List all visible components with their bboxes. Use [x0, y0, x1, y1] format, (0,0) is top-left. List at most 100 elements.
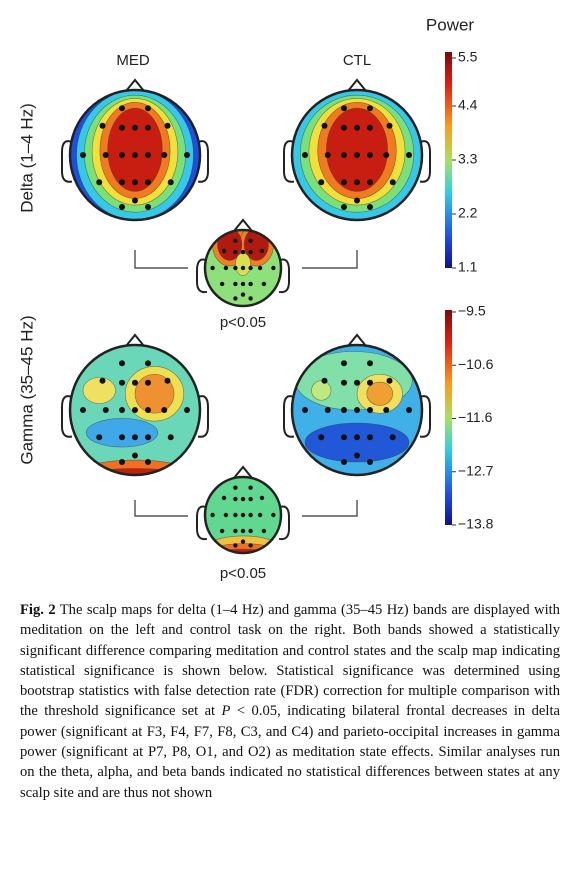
electrode: [240, 249, 246, 255]
electrode: [259, 495, 265, 501]
electrode: [132, 124, 138, 131]
colorbar-tick-label: 2.2: [458, 205, 478, 221]
electrode: [389, 179, 396, 186]
scalp-map: [205, 477, 281, 553]
electrode: [184, 407, 190, 413]
electrode: [132, 179, 138, 186]
electrode: [119, 459, 125, 465]
electrode: [367, 204, 373, 210]
electrode: [221, 495, 227, 501]
electrode: [367, 379, 373, 386]
head-outline: [68, 343, 202, 477]
electrode: [321, 377, 328, 384]
electrode: [321, 122, 328, 129]
electrode: [367, 105, 373, 112]
electrode: [341, 204, 347, 210]
electrode: [167, 434, 174, 441]
p-label: p<0.05: [220, 565, 266, 582]
electrode: [248, 543, 253, 548]
electrode: [132, 452, 138, 459]
electrode: [240, 496, 246, 502]
electrode: [145, 179, 151, 186]
electrode: [248, 496, 253, 502]
electrode: [119, 179, 125, 186]
electrode: [119, 105, 125, 112]
electrode: [167, 179, 174, 186]
scalp-map: [292, 345, 422, 475]
electrode: [233, 281, 238, 287]
electrode: [210, 265, 215, 271]
bracket: [134, 250, 358, 269]
electrode: [161, 407, 168, 413]
electrode: [132, 407, 138, 413]
electrode: [145, 379, 151, 386]
figure: Power MED CTL Delta (1–4 Hz) Gamma (35–4…: [17, 15, 494, 582]
electrode: [233, 485, 238, 490]
electrode: [240, 292, 246, 297]
electrode: [119, 407, 125, 413]
electrode: [248, 238, 253, 243]
electrode: [386, 377, 393, 384]
electrode: [119, 124, 125, 131]
electrode: [145, 124, 151, 131]
electrode: [99, 377, 106, 384]
electrode: [354, 197, 360, 204]
scalp-region: [70, 468, 200, 475]
electrode: [261, 281, 267, 287]
electrode: [324, 407, 331, 413]
electrode: [240, 528, 246, 534]
nose: [233, 465, 253, 479]
electrode: [119, 204, 125, 210]
scalp-region: [82, 377, 116, 404]
electrode: [223, 512, 229, 518]
electrode: [145, 434, 151, 441]
colorbar-tick-label: 4.4: [458, 97, 478, 113]
electrode: [341, 152, 347, 158]
electrode: [132, 379, 138, 386]
electrode: [240, 265, 246, 271]
electrode: [119, 152, 125, 158]
electrode: [219, 528, 225, 534]
colorbar: [445, 52, 452, 268]
power-label: Power: [426, 15, 475, 34]
electrode: [233, 238, 238, 243]
colorbar-tick-label: −9.5: [458, 303, 486, 319]
electrode: [248, 296, 253, 301]
row-label: Gamma (35–45 Hz): [17, 315, 36, 464]
scalp-region: [205, 543, 281, 553]
colorbar-tick-label: −12.7: [458, 462, 494, 478]
electrode: [132, 197, 138, 204]
electrode: [145, 459, 151, 465]
electrode: [145, 204, 151, 210]
scalp-region: [134, 373, 175, 414]
electrode: [367, 407, 373, 413]
electrode: [233, 296, 238, 301]
electrode: [383, 152, 390, 158]
electrode: [248, 249, 253, 255]
electrode: [164, 122, 171, 129]
electrode: [233, 249, 238, 255]
electrode: [102, 152, 109, 158]
electrode: [132, 152, 138, 158]
electrode: [367, 124, 373, 131]
electrode: [233, 512, 238, 518]
nose: [347, 78, 367, 92]
electrode: [119, 360, 125, 367]
electrode: [80, 152, 86, 158]
electrode: [354, 379, 360, 386]
electrode: [145, 407, 151, 413]
electrode: [341, 124, 347, 131]
colorbar-tick-label: −11.6: [458, 409, 493, 425]
electrode: [324, 152, 331, 158]
scalp-region: [107, 107, 163, 192]
electrode: [102, 407, 109, 413]
electrode: [80, 407, 86, 413]
electrode: [240, 512, 246, 518]
scalp-region: [304, 422, 410, 463]
colorbar-tick-label: −13.8: [458, 516, 494, 532]
electrode: [145, 360, 151, 367]
electrode: [257, 512, 263, 518]
electrode: [302, 152, 308, 158]
scalp-region: [85, 418, 159, 448]
